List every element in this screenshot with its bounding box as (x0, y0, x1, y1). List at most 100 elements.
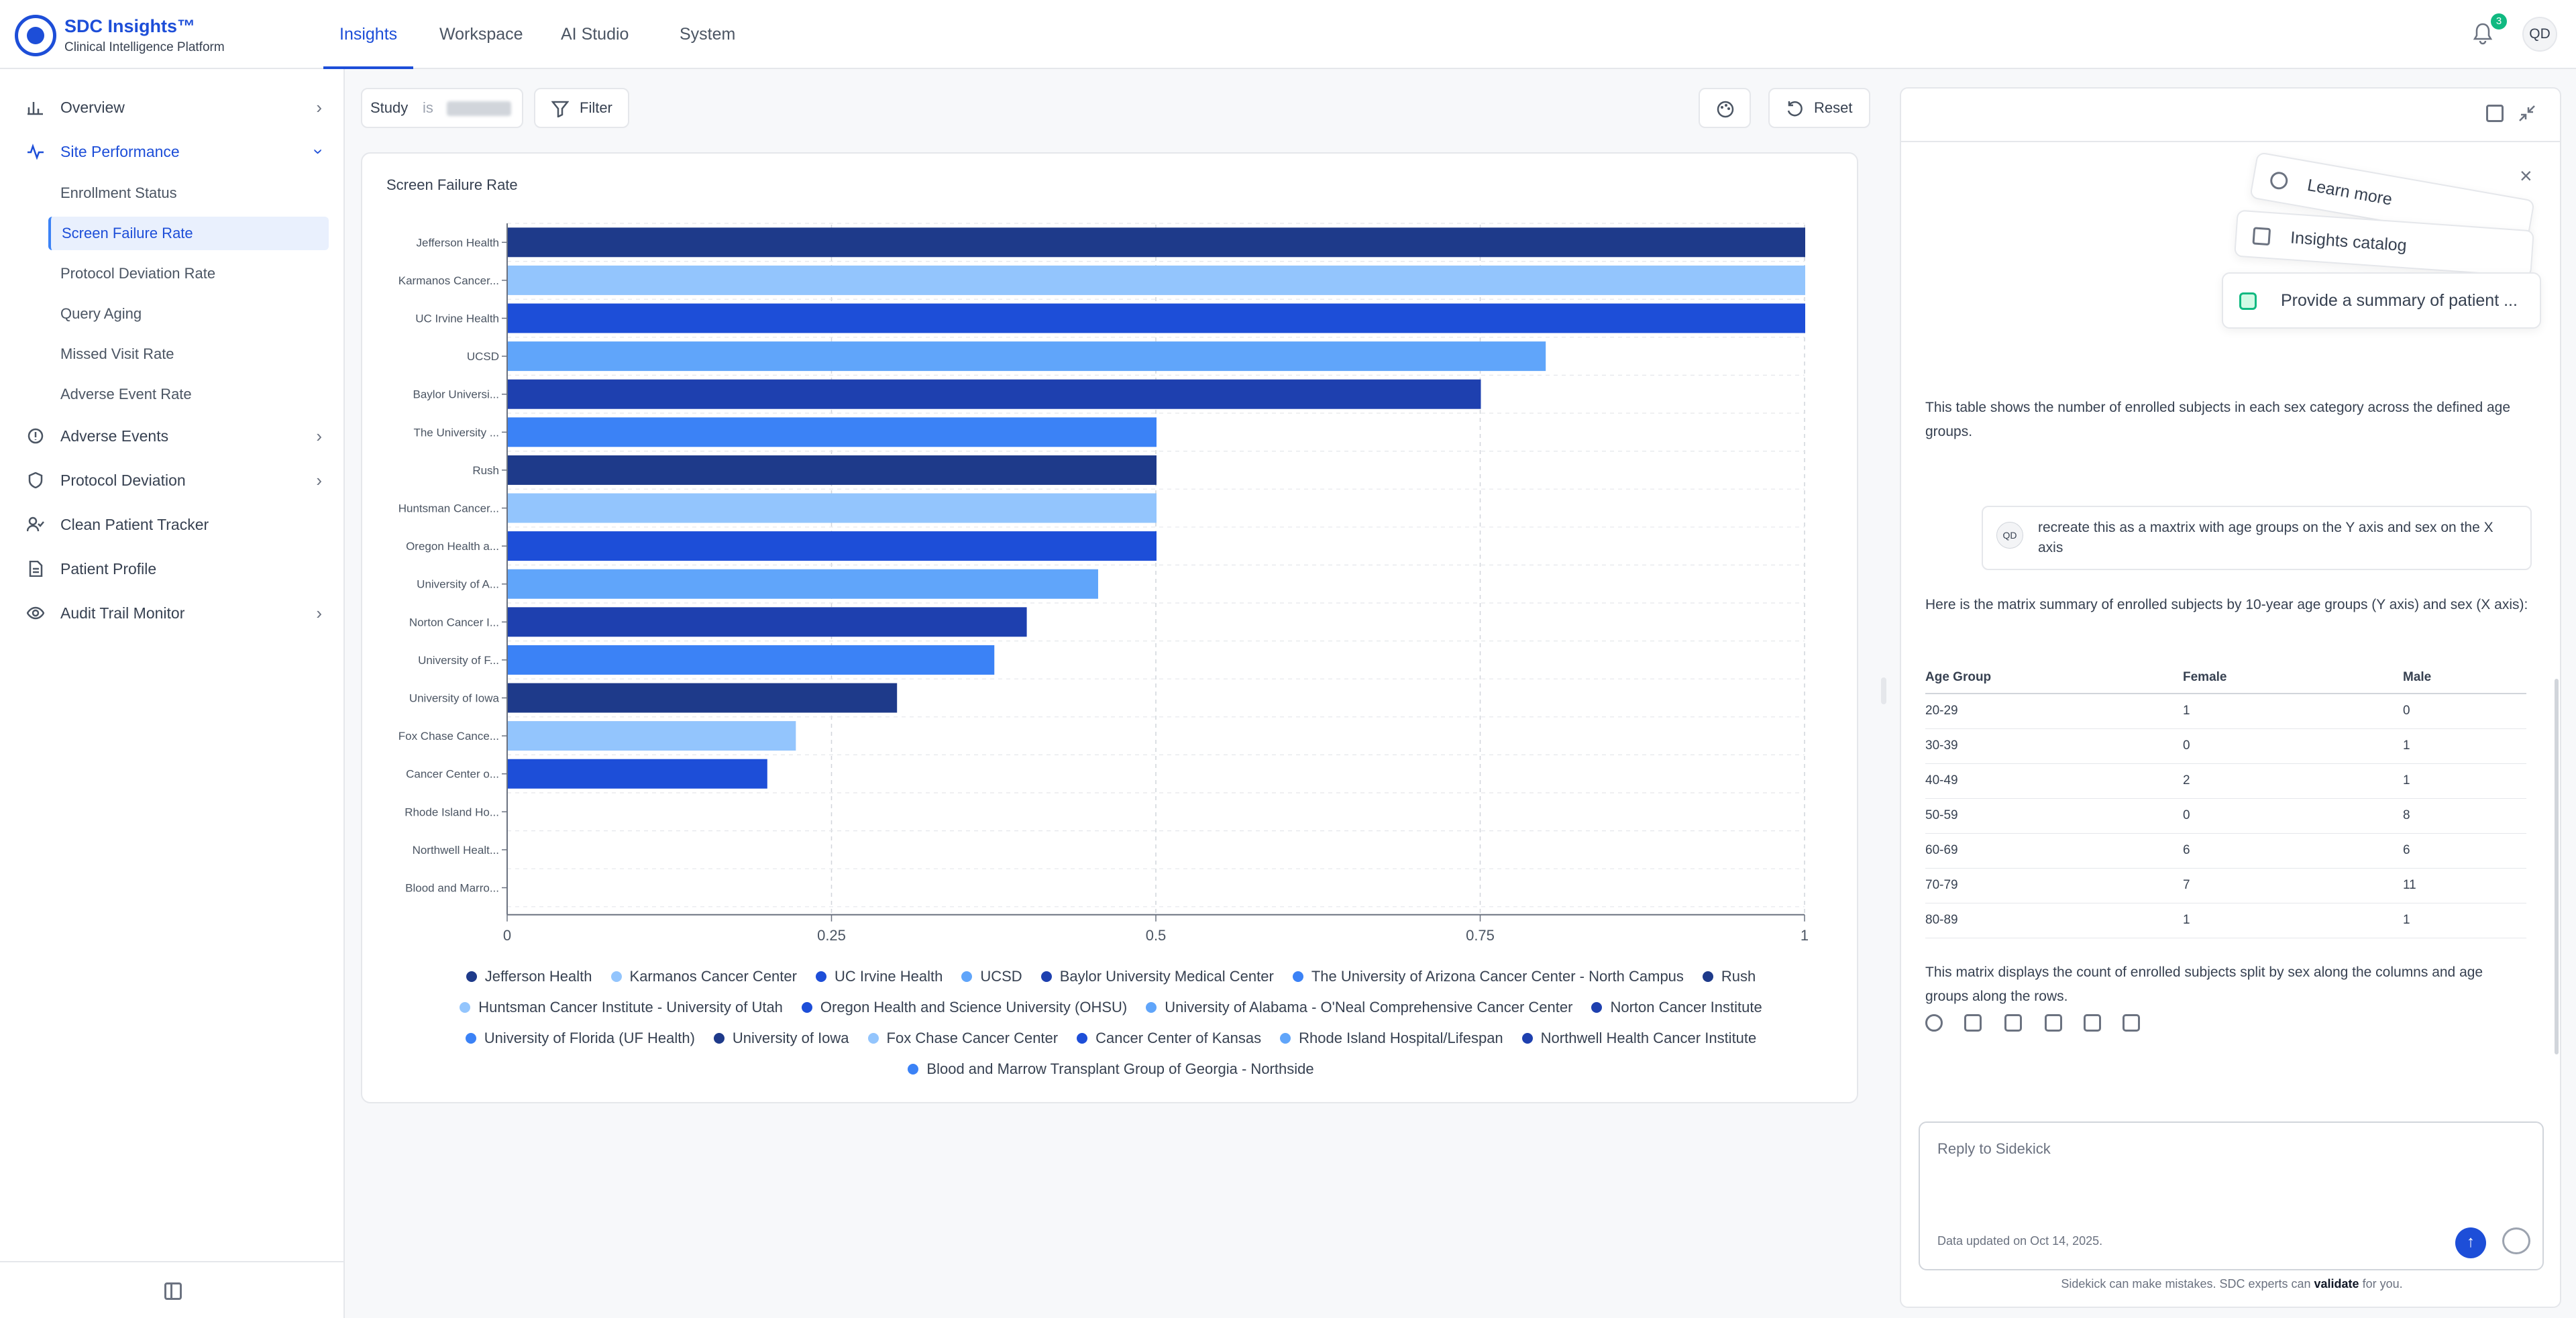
sidebar-subitem-enrollment-status[interactable]: Enrollment Status (60, 184, 177, 201)
collapse-arrows-icon[interactable] (2518, 105, 2536, 122)
bookmark-icon[interactable] (1964, 1014, 1982, 1032)
legend-label: Jefferson Health (484, 968, 592, 985)
table-cell: 1 (2403, 763, 2526, 799)
legend-label: UC Irvine Health (834, 968, 943, 985)
legend-item[interactable]: Norton Cancer Institute (1591, 999, 1762, 1016)
user-avatar[interactable]: QD (2522, 17, 2557, 52)
send-button[interactable]: ↑ (2455, 1227, 2486, 1258)
legend-item[interactable]: Jefferson Health (466, 968, 592, 985)
sidebar-item-protocol-deviation[interactable]: Protocol Deviation › (27, 463, 322, 497)
sidebar-subitem-protocol-deviation-rate[interactable]: Protocol Deviation Rate (60, 265, 216, 282)
sidebar-item-audit-trail-monitor[interactable]: Audit Trail Monitor › (27, 596, 322, 630)
regenerate-icon[interactable] (1925, 1014, 1943, 1032)
legend-item[interactable]: University of Alabama - O'Neal Comprehen… (1146, 999, 1572, 1016)
legend-item[interactable]: Huntsman Cancer Institute - University o… (460, 999, 783, 1016)
legend-item[interactable]: Rush (1702, 968, 1756, 985)
sidebar-subitem-query-aging[interactable]: Query Aging (60, 305, 142, 322)
table-cell: 80-89 (1925, 903, 2183, 938)
sidebar-item-label: Clean Patient Tracker (60, 516, 209, 533)
reset-label: Reset (1814, 99, 1853, 116)
resize-handle[interactable] (1881, 677, 1886, 704)
palette-button[interactable] (1699, 88, 1751, 128)
table-cell: 1 (2403, 903, 2526, 938)
legend-row: Huntsman Cancer Institute - University o… (362, 992, 1860, 1023)
table-cell: 7 (2183, 868, 2403, 903)
validate-link[interactable]: validate (2314, 1277, 2359, 1290)
sidebar-item-adverse-events[interactable]: Adverse Events › (27, 419, 322, 453)
legend-item[interactable]: Karmanos Cancer Center (610, 968, 797, 985)
legend-item[interactable]: Baylor University Medical Center (1040, 968, 1274, 985)
legend-item[interactable]: University of Florida (UF Health) (465, 1030, 695, 1047)
sidebar-item-patient-profile[interactable]: Patient Profile (27, 552, 322, 586)
tab-workspace[interactable]: Workspace (439, 25, 523, 44)
filter-button[interactable]: Filter (534, 88, 629, 128)
thumbs-down-icon[interactable] (2123, 1014, 2140, 1032)
legend-item[interactable]: Blood and Marrow Transplant Group of Geo… (908, 1060, 1314, 1078)
reply-input[interactable]: Reply to Sidekick (1937, 1140, 2051, 1157)
legend-item[interactable]: Northwell Health Cancer Institute (1521, 1030, 1756, 1047)
database-icon[interactable] (2004, 1014, 2022, 1032)
table-header: Female (2183, 661, 2403, 694)
table-cell: 70-79 (1925, 868, 2183, 903)
logo-icon[interactable] (15, 15, 56, 56)
reset-button[interactable]: Reset (1768, 88, 1870, 128)
legend-item[interactable]: Rhode Island Hospital/Lifespan (1280, 1030, 1503, 1047)
sidebar-subitem-adverse-event-rate[interactable]: Adverse Event Rate (60, 386, 192, 402)
sparkle-chat-icon[interactable] (2502, 1227, 2530, 1254)
legend-item[interactable]: Fox Chase Cancer Center (867, 1030, 1058, 1047)
user-avatar-small: QD (1996, 522, 2023, 549)
top-bar: SDC Insights™ Clinical Intelligence Plat… (0, 0, 2576, 69)
tab-insights[interactable]: Insights (323, 0, 414, 69)
sidebar-item-clean-patient-tracker[interactable]: Clean Patient Tracker (27, 508, 322, 541)
brand-subtitle: Clinical Intelligence Platform (64, 40, 225, 54)
legend-item[interactable]: The University of Arizona Cancer Center … (1292, 968, 1684, 985)
y-tick-label: Norton Cancer I... (409, 616, 499, 628)
legend-item[interactable]: University of Iowa (713, 1030, 849, 1047)
chart-bar (508, 721, 796, 751)
expand-icon[interactable] (2486, 105, 2504, 122)
y-tick-label: Rhode Island Ho... (405, 806, 499, 818)
chart-bar (508, 683, 898, 713)
legend-item[interactable]: Oregon Health and Science University (OH… (801, 999, 1127, 1016)
y-tick-label: Baylor Universi... (413, 388, 499, 401)
legend-label: Rush (1721, 968, 1756, 985)
shield-icon (28, 472, 43, 488)
table-row: 80-89 1 1 (1925, 903, 2526, 938)
y-tick-label: Fox Chase Cance... (398, 730, 499, 743)
scrollbar[interactable] (2555, 679, 2559, 1054)
legend-item[interactable]: Cancer Center of Kansas (1077, 1030, 1261, 1047)
tab-system[interactable]: System (680, 25, 736, 44)
sidebar-subitem-screen-failure-rate[interactable]: Screen Failure Rate (48, 217, 329, 250)
table-cell: 0 (2183, 728, 2403, 764)
sidebar-item-label: Adverse Events (60, 427, 169, 445)
suggestion-patient-summary[interactable]: Provide a summary of patient ... (2222, 272, 2541, 329)
chart-legend: Jefferson Health Karmanos Cancer Center UC… (362, 961, 1860, 1085)
assistant-message-3: This matrix displays the count of enroll… (1925, 965, 2483, 1004)
close-icon[interactable]: × (2520, 164, 2532, 188)
chart-bar (508, 607, 1027, 637)
y-tick-label: University of F... (418, 654, 499, 667)
palette-icon (1717, 101, 1734, 118)
study-value-redacted (447, 101, 511, 116)
thumbs-up-icon[interactable] (2084, 1014, 2101, 1032)
user-message: QD recreate this as a maxtrix with age g… (1982, 506, 2532, 570)
legend-item[interactable]: UC Irvine Health (815, 968, 943, 985)
legend-item[interactable]: UCSD (961, 968, 1022, 985)
sidebar-item-overview[interactable]: Overview › (27, 91, 322, 124)
sidebar-subitem-missed-visit-rate[interactable]: Missed Visit Rate (60, 345, 174, 362)
sidebar-item-site-performance[interactable]: Site Performance › (27, 135, 329, 168)
chart-bar (508, 265, 1805, 295)
disclaimer: Sidekick can make mistakes. SDC experts … (1901, 1277, 2563, 1291)
table-cell: 1 (2183, 694, 2403, 729)
table-cell: 0 (2403, 694, 2526, 729)
bar-chart: Jefferson Health Karmanos Cancer... UC Irv… (398, 223, 1809, 944)
copy-icon[interactable] (2045, 1014, 2062, 1032)
bell-icon[interactable] (2473, 22, 2493, 45)
chart-bar (508, 759, 767, 789)
study-filter-chip[interactable]: Study is (361, 88, 523, 128)
sidebar-item-label: Patient Profile (60, 560, 157, 578)
composer[interactable]: Reply to Sidekick Data updated on Oct 14… (1919, 1121, 2544, 1270)
sidebar-collapse-icon[interactable] (164, 1282, 182, 1300)
table-cell: 40-49 (1925, 763, 2183, 799)
tab-ai-studio[interactable]: AI Studio (561, 25, 629, 44)
